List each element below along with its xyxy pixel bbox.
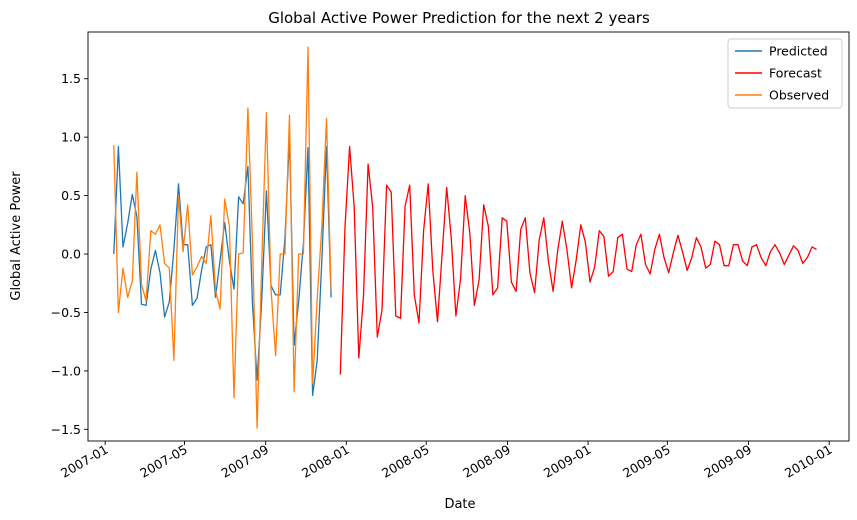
y-tick-label: 0.5: [61, 188, 81, 203]
legend-label-predicted: Predicted: [769, 44, 828, 59]
y-tick-label: −0.5: [51, 305, 81, 320]
legend-box: [727, 38, 843, 109]
plot-lines: [113, 46, 817, 429]
legend-label-forecast: Forecast: [769, 66, 822, 81]
legend: Predicted Forecast Observed: [727, 38, 843, 109]
y-tick-label: −1.5: [51, 422, 81, 437]
y-tick-label: 1.5: [61, 71, 81, 86]
x-axis-label: Date: [444, 497, 475, 512]
y-axis-label: Global Active Power: [9, 171, 24, 301]
y-tick-label: 0.0: [61, 247, 81, 262]
y-axis: −1.5 −1.0 −0.5 0.0 0.5 1.0 1.5: [51, 71, 88, 437]
series-line-observed: [113, 46, 332, 429]
series-line-forecast: [339, 145, 817, 375]
y-tick-label: 1.0: [61, 130, 81, 145]
legend-label-observed: Observed: [769, 88, 829, 103]
y-tick-label: −1.0: [51, 363, 81, 378]
chart-title: Global Active Power Prediction for the n…: [268, 9, 650, 27]
plot-frame: [87, 31, 850, 442]
